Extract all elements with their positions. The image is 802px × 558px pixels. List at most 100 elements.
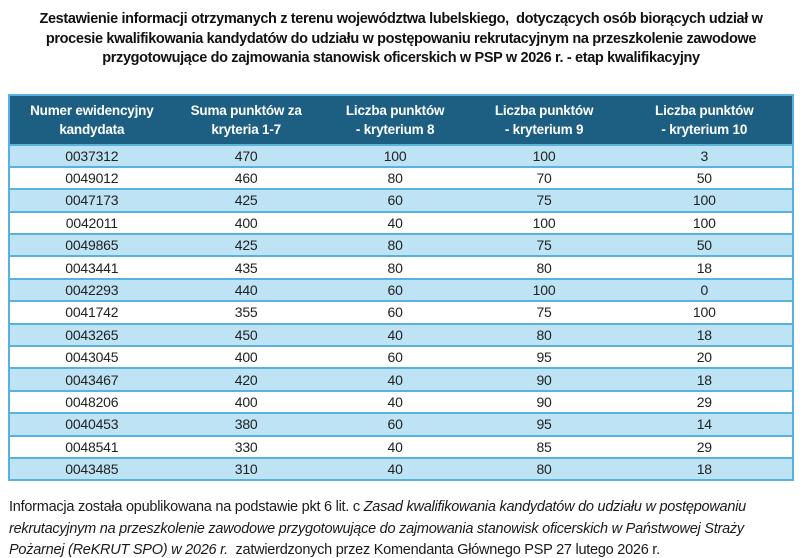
table-cell: 0043485 [9,457,174,481]
table-cell: 3 [616,144,793,168]
footer-text-suffix: zatwierdzonych przez Komendanta Głównego… [227,542,661,558]
table-cell: 40 [318,435,472,459]
table-cell: 0049012 [9,166,174,191]
table-row: 0048206 400 40 90 29 [9,390,793,415]
table-row: 0043045 400 60 95 20 [9,346,793,370]
table-cell: 18 [616,368,793,392]
table-cell: 60 [318,301,472,325]
table-cell: 60 [318,189,472,213]
table-cell: 0049865 [9,234,174,258]
table-cell: 330 [173,435,319,459]
table-cell: 100 [471,278,617,303]
column-header-criterion-10: Liczba punktów - kryterium 10 [616,94,793,146]
table-cell: 0043045 [9,346,174,370]
table-cell: 80 [471,457,617,481]
table-cell: 100 [471,144,617,168]
table-cell: 100 [616,211,793,236]
table-cell: 40 [318,211,472,236]
table-row: 0040453 380 60 95 14 [9,413,793,437]
table-row: 0043467 420 40 90 18 [9,368,793,392]
table-cell: 425 [173,234,319,258]
table-row: 0041742 355 60 75 100 [9,301,793,325]
table-cell: 100 [318,144,472,168]
table-cell: 60 [318,278,472,303]
table-row: 0043485 310 40 80 18 [9,457,793,481]
table-cell: 380 [173,413,319,437]
table-cell: 400 [173,346,319,370]
footer-citation-italic: Zasad kwalifikowania kandydatów do udzia… [9,499,750,558]
table-cell: 80 [318,234,472,258]
table-cell: 40 [318,323,472,348]
table-cell: 450 [173,323,319,348]
table-cell: 0042293 [9,278,174,303]
table-cell: 0047173 [9,189,174,213]
table-cell: 29 [616,390,793,415]
column-header-line: - kryterium 8 [355,121,435,137]
table-cell: 100 [471,211,617,236]
table-cell: 60 [318,346,472,370]
table-cell: 355 [173,301,319,325]
table-cell: 50 [616,234,793,258]
table-cell: 425 [173,189,319,213]
table-cell: 95 [471,413,617,437]
page-title: Zestawienie informacji otrzymanych z ter… [0,0,802,69]
table-cell: 460 [173,166,319,191]
results-table: Numer ewidencyjny kandydata Suma punktów… [8,93,794,482]
table-cell: 40 [318,368,472,392]
table-cell: 0 [616,278,793,303]
table-cell: 0043467 [9,368,174,392]
table-cell: 80 [471,323,617,348]
table-row: 0049012 460 80 70 50 [9,166,793,191]
table-cell: 0043265 [9,323,174,348]
column-header-sum-criteria-1-7: Suma punktów za kryteria 1-7 [173,94,319,146]
column-header-criterion-9: Liczba punktów - kryterium 9 [471,94,617,146]
table-cell: 90 [471,368,617,392]
table-row: 0048541 330 40 85 29 [9,435,793,459]
table-row: 0043441 435 80 80 18 [9,256,793,280]
table-cell: 0042011 [9,211,174,236]
footer-note: Informacja została opublikowana na podst… [9,497,793,558]
table-cell: 40 [318,457,472,481]
table-row: 0047173 425 60 75 100 [9,189,793,213]
table-row: 0043265 450 40 80 18 [9,323,793,348]
table-cell: 14 [616,413,793,437]
page-title-line-2: procesie kwalifikowania kandydatów do ud… [45,30,757,47]
table-cell: 75 [471,189,617,213]
table-row: 0042293 440 60 100 0 [9,278,793,303]
table-cell: 0041742 [9,301,174,325]
table-cell: 18 [616,256,793,280]
column-header-line: kryteria 1-7 [211,121,281,137]
table-cell: 435 [173,256,319,280]
table-cell: 18 [616,457,793,481]
footer-text-prefix: Informacja została opublikowana na podst… [9,499,364,516]
column-header-criterion-8: Liczba punktów - kryterium 8 [318,94,472,146]
table-cell: 420 [173,368,319,392]
table-header: Numer ewidencyjny kandydata Suma punktów… [9,94,793,146]
table-cell: 20 [616,346,793,370]
table-cell: 90 [471,390,617,415]
table-cell: 80 [471,256,617,280]
column-header-line: Suma punktów za [190,102,302,118]
table-cell: 100 [616,301,793,325]
table-cell: 40 [318,390,472,415]
table-cell: 0048541 [9,435,174,459]
table-cell: 0037312 [9,144,174,168]
table-cell: 100 [616,189,793,213]
table-cell: 0040453 [9,413,174,437]
table-cell: 29 [616,435,793,459]
table-cell: 75 [471,234,617,258]
table-cell: 75 [471,301,617,325]
table-cell: 470 [173,144,319,168]
table-cell: 60 [318,413,472,437]
table-cell: 400 [173,211,319,236]
page-title-line-3: przygotowujące do zajmowania stanowisk o… [102,50,700,66]
column-header-line: Liczba punktów [345,102,445,118]
table-cell: 400 [173,390,319,415]
table-body: 0037312 470 100 100 3 0049012 460 80 70 50 0047173… [9,144,793,481]
table-cell: 80 [318,256,472,280]
table-row: 0049865 425 80 75 50 [9,234,793,258]
table-row: 0037312 470 100 100 3 [9,144,793,168]
column-header-line: - kryterium 10 [661,121,748,137]
table-cell: 95 [471,346,617,370]
table-cell: 70 [471,166,617,191]
